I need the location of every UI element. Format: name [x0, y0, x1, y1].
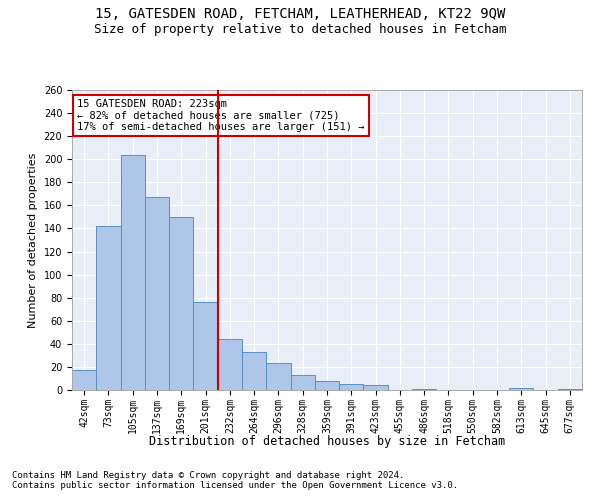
Bar [315, 381, 339, 390]
Bar [193, 302, 218, 390]
Text: Contains public sector information licensed under the Open Government Licence v3: Contains public sector information licen… [12, 481, 458, 490]
Text: Size of property relative to detached houses in Fetcham: Size of property relative to detached ho… [94, 22, 506, 36]
Bar [218, 339, 242, 390]
Bar [558, 389, 582, 390]
Bar [290, 375, 315, 390]
Bar [339, 384, 364, 390]
Bar [96, 226, 121, 390]
Text: 15 GATESDEN ROAD: 223sqm
← 82% of detached houses are smaller (725)
17% of semi-: 15 GATESDEN ROAD: 223sqm ← 82% of detach… [77, 99, 365, 132]
Bar [242, 352, 266, 390]
Text: Contains HM Land Registry data © Crown copyright and database right 2024.: Contains HM Land Registry data © Crown c… [12, 471, 404, 480]
Bar [169, 217, 193, 390]
Bar [364, 386, 388, 390]
Bar [412, 389, 436, 390]
Bar [72, 370, 96, 390]
Bar [145, 198, 169, 390]
Y-axis label: Number of detached properties: Number of detached properties [28, 152, 38, 328]
Bar [266, 364, 290, 390]
Text: Distribution of detached houses by size in Fetcham: Distribution of detached houses by size … [149, 435, 505, 448]
Bar [509, 388, 533, 390]
Text: 15, GATESDEN ROAD, FETCHAM, LEATHERHEAD, KT22 9QW: 15, GATESDEN ROAD, FETCHAM, LEATHERHEAD,… [95, 8, 505, 22]
Bar [121, 154, 145, 390]
